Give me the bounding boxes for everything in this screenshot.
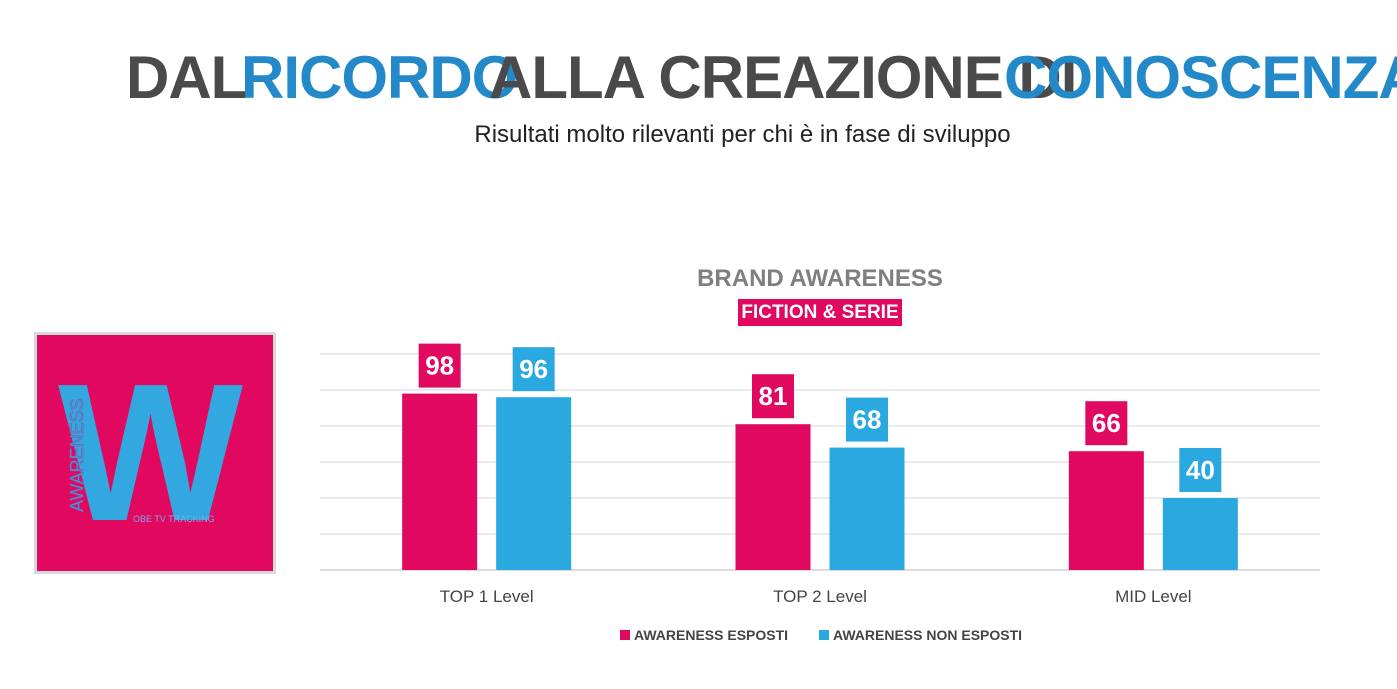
legend-item-non-esposti: AWARENESS NON ESPOSTI (819, 627, 1022, 643)
data-label-box (752, 374, 794, 419)
legend-label-esposti: AWARENESS ESPOSTI (634, 627, 789, 643)
title-part-2: RICORDO (241, 44, 518, 111)
data-label: 66 (1092, 408, 1121, 438)
title-part-3: ALLA CREAZIONE DI (489, 44, 1077, 111)
bar-esposti (402, 393, 478, 570)
data-label: 40 (1186, 455, 1215, 485)
chart-title: BRAND AWARENESS (697, 265, 943, 292)
data-label-box (418, 343, 461, 388)
bar-non-esposti (1162, 498, 1238, 570)
legend-swatch-non-esposti (819, 630, 829, 640)
legend-item-esposti: AWARENESS ESPOSTI (620, 627, 788, 643)
page-subtitle: Risultati molto rilevanti per chi è in f… (474, 121, 1011, 148)
legend-swatch-esposti (620, 630, 630, 640)
x-tick-label: TOP 1 Level (440, 587, 534, 606)
title-part-4: CONOSCENZA (1004, 44, 1397, 111)
data-label-box (846, 397, 888, 442)
bar-esposti (1068, 451, 1144, 570)
bar-non-esposti (496, 397, 572, 570)
data-label: 98 (425, 351, 454, 381)
title-part-1: DAL (126, 44, 247, 111)
data-label: 68 (853, 405, 882, 435)
bar-esposti (735, 424, 811, 570)
x-tick-label: TOP 2 Level (773, 587, 867, 606)
chart-subtitle: FICTION & SERIE (738, 299, 902, 326)
awareness-logo (37, 335, 273, 571)
data-label: 81 (759, 381, 788, 411)
x-tick-label: MID Level (1115, 587, 1192, 606)
data-label-box (1179, 448, 1222, 492)
legend-label-non-esposti: AWARENESS NON ESPOSTI (833, 627, 1023, 643)
bar-non-esposti (829, 447, 905, 570)
data-label: 96 (519, 354, 548, 384)
logo-small-text: OBE TV TRACKING (133, 514, 215, 524)
data-label-box (512, 347, 555, 392)
logo-letter: W (58, 343, 243, 562)
data-label-box (1085, 401, 1128, 446)
